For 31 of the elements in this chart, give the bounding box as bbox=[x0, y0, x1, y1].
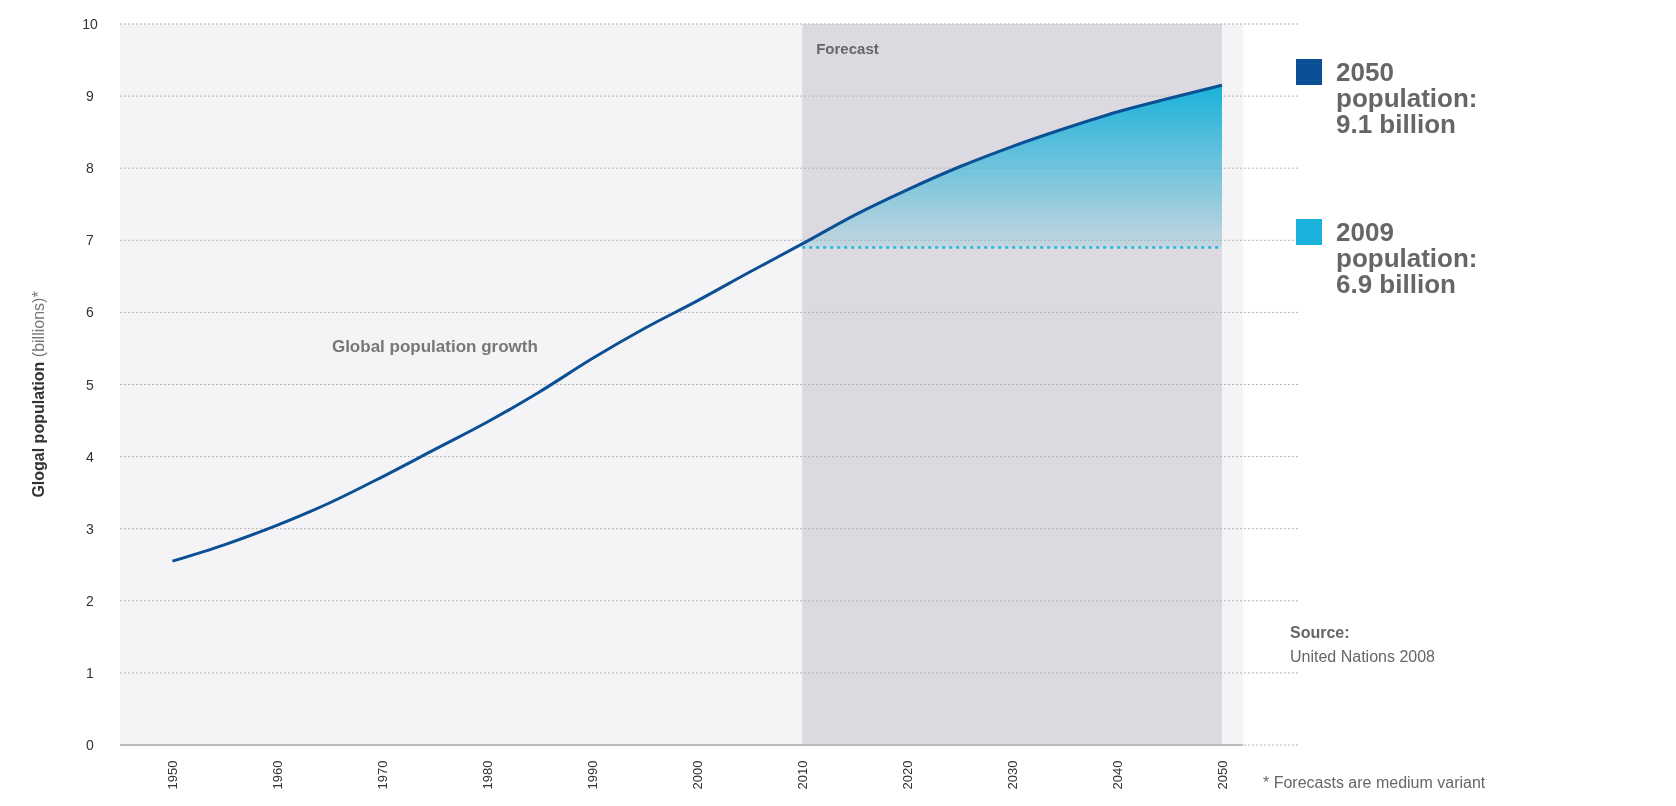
y-tick-label: 8 bbox=[86, 160, 95, 177]
x-tick-label: 1980 bbox=[479, 760, 495, 790]
y-tick-label: 9 bbox=[86, 88, 95, 105]
x-tick-label: 2030 bbox=[1004, 760, 1020, 790]
x-tick-label: 2050 bbox=[1214, 760, 1230, 790]
x-tick-label: 2010 bbox=[794, 760, 810, 790]
x-tick-label: 1950 bbox=[164, 760, 180, 790]
y-axis-title: Glogal population (billions)* bbox=[30, 291, 47, 498]
y-tick-label: 7 bbox=[86, 232, 95, 249]
source-note: Source: bbox=[1290, 624, 1350, 641]
x-tick-label: 1990 bbox=[584, 760, 600, 790]
y-tick-label: 5 bbox=[86, 376, 95, 393]
legend-label: 2009 population: 6.9 billion bbox=[1336, 217, 1478, 299]
x-tick-label: 2000 bbox=[689, 760, 705, 790]
annotation: Global population growth bbox=[331, 337, 538, 357]
x-tick-label: 1970 bbox=[374, 760, 390, 790]
y-tick-label: 6 bbox=[86, 304, 95, 321]
text: United Nations 2008 bbox=[1290, 648, 1436, 665]
y-tick-label: 0 bbox=[86, 737, 95, 753]
y-tick-label: 10 bbox=[82, 16, 98, 32]
x-tick-label: 2020 bbox=[899, 760, 915, 790]
legend-label: 2050 population: 9.1 billion bbox=[1336, 57, 1478, 139]
band-label: Forecast bbox=[816, 40, 879, 57]
y-tick-label: 2 bbox=[86, 592, 95, 609]
y-tick-label: 4 bbox=[86, 448, 95, 465]
y-tick-label: 1 bbox=[86, 664, 95, 681]
x-tick-label: 1960 bbox=[269, 760, 285, 790]
line-series bbox=[170, 83, 1224, 563]
text: * Forecasts are medium variant bbox=[1263, 774, 1486, 791]
y-tick-label: 3 bbox=[86, 520, 95, 537]
x-tick-label: 2040 bbox=[1109, 760, 1125, 790]
